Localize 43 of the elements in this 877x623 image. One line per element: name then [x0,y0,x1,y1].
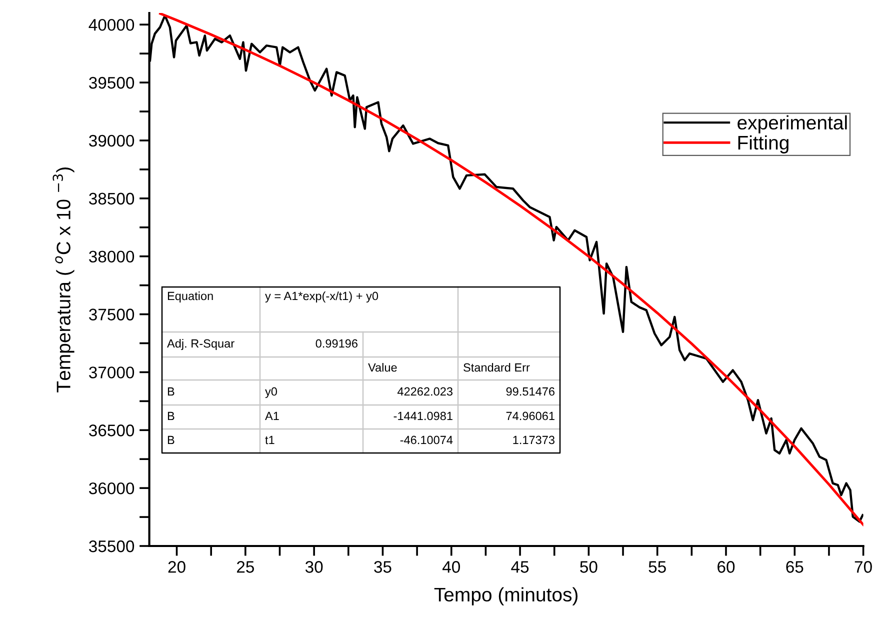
x-tick-label: 35 [374,561,392,573]
x-tick-label: 60 [718,561,735,573]
legend-label: Fitting [738,135,788,154]
y-tick-label: 37500 [89,308,134,320]
annotation: Value [368,362,397,372]
legend-label: experimental [738,115,847,134]
annotation: 74.96061 [506,412,554,420]
y-tick-label: 38500 [89,192,134,205]
annotation: B [168,387,174,396]
annotation: Adj. R-Squar [167,338,234,350]
y-tick-label: 35500 [89,540,134,552]
annotation: B [168,412,174,420]
x-tick-label: 40 [442,561,460,573]
annotation: 1.17373 [513,436,554,444]
annotation: t1 [265,436,274,444]
annotation: y0 [265,387,278,398]
annotation: -46.10074 [400,436,453,444]
y-tick-label: 40000 [88,18,134,31]
annotation: B [168,436,174,444]
annotation: -1441.0981 [394,412,452,420]
y-tick-label: 36500 [89,424,134,436]
annotation: A1 [265,412,279,420]
y-tick-label: 37000 [89,366,134,378]
annotation: 99.51476 [506,387,554,396]
x-tick-label: 25 [236,561,254,573]
annotation: Standard Err [464,362,530,372]
annotation: Equation [168,291,213,302]
x-tick-label: 65 [786,561,804,573]
x-tick-label: 70 [854,561,872,573]
x-tick-label: 20 [168,561,186,573]
x-tick-label: 50 [580,561,598,573]
annotation: 0.99196 [316,339,358,348]
y-tick-label: 38000 [89,250,134,263]
x-tick-label: 55 [648,561,666,573]
y-tick-label: 39000 [89,134,134,147]
annotation: y = A1*exp(-x/t1) + y0 [265,291,378,302]
y-axis-title: Temperatura ( $^{o}$C x 10 $^{−3}$) [52,167,74,392]
y-tick-label: 39500 [89,76,134,89]
y-tick-label: 36000 [89,482,134,494]
x-tick-label: 45 [511,561,529,573]
x-tick-label: 30 [305,561,323,573]
annotation: 42262.023 [397,387,452,396]
x-axis-title: Tempo (minutos) [434,587,578,606]
